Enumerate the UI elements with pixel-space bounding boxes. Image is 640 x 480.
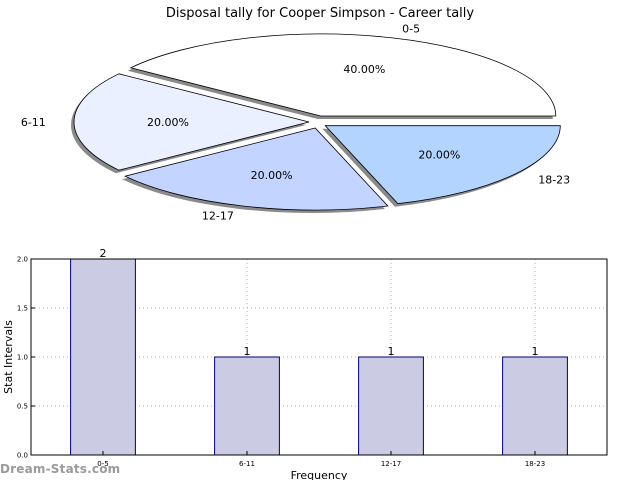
pie-slice-6-11 <box>73 73 310 171</box>
x-axis-label: Frequency <box>291 469 348 480</box>
pie-category-label: 6-11 <box>21 116 46 129</box>
pie-pct-label: 40.00% <box>343 63 385 76</box>
pie-category-label: 18-23 <box>538 174 570 187</box>
y-axis-label: Stat Intervals <box>2 320 15 394</box>
bar-12-17 <box>358 356 424 456</box>
bar-value-label: 1 <box>532 345 539 358</box>
y-tick-label: 1.0 <box>17 354 28 362</box>
watermark: Dream-Stats.com <box>0 462 121 476</box>
chart-title: Disposal tally for Cooper Simpson - Care… <box>165 6 475 21</box>
bar-value-label: 1 <box>244 345 251 358</box>
bar-0-5 <box>70 258 136 456</box>
pie-slice-0-5 <box>129 33 557 117</box>
bar-value-label: 1 <box>388 345 395 358</box>
pie-pct-label: 20.00% <box>251 169 293 182</box>
pie-pct-label: 20.00% <box>147 116 189 129</box>
y-tick-label: 0.5 <box>17 403 28 411</box>
pie-slice-18-23 <box>324 125 561 205</box>
pie-category-label: 12-17 <box>202 209 234 222</box>
x-tick-label: 18-23 <box>525 460 545 468</box>
pie-pct-label: 20.00% <box>418 149 460 162</box>
bar-value-label: 2 <box>100 247 107 260</box>
bar-18-23 <box>502 356 568 456</box>
x-tick-label: 6-11 <box>239 460 255 468</box>
bar-6-11 <box>214 356 280 456</box>
x-tick-label: 0-5 <box>97 460 108 468</box>
x-tick-label: 12-17 <box>381 460 401 468</box>
pie-category-label: 0-5 <box>402 23 420 36</box>
plot-frame <box>30 258 608 456</box>
y-tick-label: 1.5 <box>17 305 28 313</box>
bar-chart: 2 0-5 1 6-11 1 12-17 1 18-23 0.0 0.5 1.0 1.5 2.0 Freq… <box>2 247 608 480</box>
y-tick-label: 2.0 <box>17 256 28 264</box>
pie-slice-12-17 <box>123 127 389 211</box>
y-tick-label: 0.0 <box>17 452 28 460</box>
pie-chart: 40.00% 0-5 20.00% 6-11 20.00% 12-17 20.00% 18-2… <box>21 23 570 223</box>
